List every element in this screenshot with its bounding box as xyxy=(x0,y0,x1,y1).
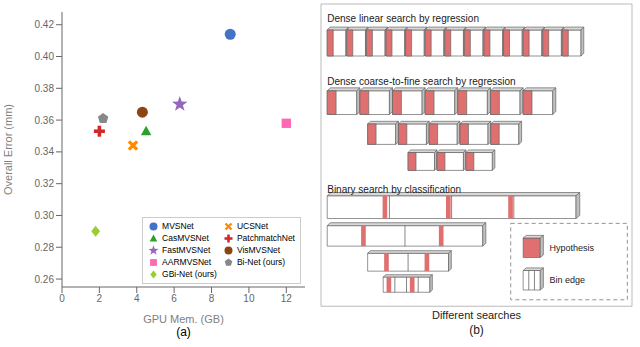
html-text:MVSNet: MVSNet xyxy=(162,221,194,231)
svg-text:Dense coarse-to-fine search by: Dense coarse-to-fine search by regressio… xyxy=(327,76,515,87)
svg-text:0.28: 0.28 xyxy=(35,242,55,253)
svg-text:Overall Error (mm): Overall Error (mm) xyxy=(8,104,14,195)
html-text:(a): (a) xyxy=(176,325,191,339)
svg-text:0: 0 xyxy=(59,293,65,304)
html-text:Bi-Net (ours): Bi-Net (ours) xyxy=(236,257,286,267)
svg-text:Different searches: Different searches xyxy=(432,309,522,321)
html-text:GBi-Net (ours): GBi-Net (ours) xyxy=(162,269,217,279)
svg-text:0.40: 0.40 xyxy=(35,51,55,62)
svg-text:Binary search by classificatio: Binary search by classification xyxy=(327,184,461,195)
svg-text:8: 8 xyxy=(209,293,215,304)
html-text:VisMVSNet: VisMVSNet xyxy=(236,245,281,255)
svg-text:0.42: 0.42 xyxy=(35,19,55,30)
svg-text:2: 2 xyxy=(97,293,103,304)
svg-text:0.34: 0.34 xyxy=(35,146,55,157)
svg-text:Dense linear search by regress: Dense linear search by regression xyxy=(327,13,479,24)
svg-text:0.36: 0.36 xyxy=(35,115,55,126)
html-text:UCSNet: UCSNet xyxy=(236,221,269,231)
svg-text:0.26: 0.26 xyxy=(35,274,55,285)
svg-text:4: 4 xyxy=(134,293,140,304)
html-text:AARMVSNet: AARMVSNet xyxy=(162,257,212,267)
svg-text:0.38: 0.38 xyxy=(35,83,55,94)
svg-text:10: 10 xyxy=(243,293,255,304)
svg-text:Bin edge: Bin edge xyxy=(550,275,586,285)
html-text:PatchmatchNet: PatchmatchNet xyxy=(236,233,295,243)
svg-text:(b): (b) xyxy=(469,323,484,337)
svg-text:0.32: 0.32 xyxy=(35,178,55,189)
svg-text:GPU Mem. (GB): GPU Mem. (GB) xyxy=(143,313,224,325)
svg-text:Hypothesis: Hypothesis xyxy=(550,243,595,253)
svg-text:6: 6 xyxy=(171,293,177,304)
html-text:CasMVSNet: CasMVSNet xyxy=(162,233,209,243)
svg-text:12: 12 xyxy=(281,293,293,304)
svg-text:0.30: 0.30 xyxy=(35,210,55,221)
html-text:FastMVSNet: FastMVSNet xyxy=(162,245,211,255)
